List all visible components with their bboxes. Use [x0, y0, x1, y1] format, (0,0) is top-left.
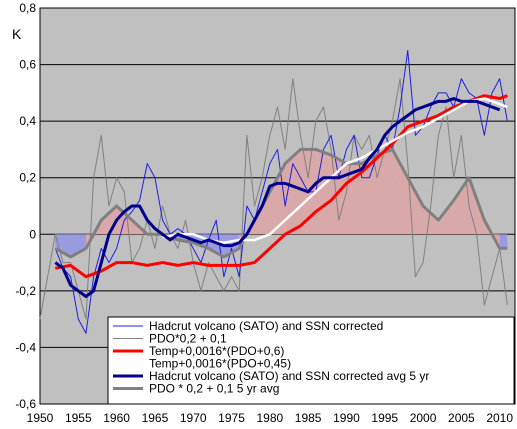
legend-label: Hadcrut volcano (SATO) and SSN corrected… — [149, 369, 429, 383]
y-tick-label: 0,2 — [19, 171, 36, 185]
pdo-fill-segment — [70, 234, 86, 257]
pdo-fill-segment — [377, 149, 393, 235]
legend-label: PDO * 0,2 + 0,1 5 yr avg — [149, 382, 279, 396]
pdo-fill-segment — [423, 206, 439, 235]
y-tick-label: -0,6 — [15, 397, 36, 411]
y-tick-label: -0,2 — [15, 284, 36, 298]
pdo-fill-segment — [453, 177, 470, 235]
series-layer — [39, 49, 508, 334]
x-tick-label: 1995 — [371, 411, 398, 425]
x-tick-label: 2010 — [486, 411, 513, 425]
legend-box — [107, 316, 515, 405]
series-line-5 — [54, 147, 508, 259]
x-tick-label: 2000 — [410, 411, 437, 425]
series-line-1 — [39, 78, 508, 320]
legend-label: Temp+0,0016*(PDO+0,6) — [149, 344, 284, 358]
pdo-fill-segment — [499, 234, 508, 249]
pdo-fill-segment — [361, 155, 378, 235]
x-tick-label: 1980 — [256, 411, 283, 425]
series-line-2 — [55, 94, 508, 279]
legend: Hadcrut volcano (SATO) and SSN corrected… — [107, 316, 515, 405]
y-tick-label: -0,4 — [15, 340, 36, 354]
x-tick-label: 1965 — [142, 411, 169, 425]
x-tick-label: 1990 — [333, 411, 360, 425]
y-axis-unit-label: K — [12, 26, 22, 42]
pdo-fill-segment — [254, 191, 270, 235]
x-tick-label: 1950 — [27, 411, 54, 425]
y-tick-label: 0 — [29, 227, 36, 241]
series-line-3 — [162, 97, 508, 245]
legend-label: PDO*0,2 + 0,1 — [149, 332, 227, 346]
pdo-fill-segment — [55, 234, 71, 257]
pdo-fill-segment — [315, 149, 332, 235]
x-tick-label: 1955 — [65, 411, 92, 425]
x-tick-label: 1975 — [218, 411, 245, 425]
y-tick-label: 0,6 — [19, 58, 36, 72]
legend-label: Temp+0,0016*(PDO+0,45) — [149, 357, 291, 371]
x-tick-label: 1985 — [295, 411, 322, 425]
pdo-fill-segment — [438, 200, 454, 235]
y-tick-label: 0,8 — [19, 1, 36, 15]
x-tick-label: 1960 — [103, 411, 130, 425]
series-line-4 — [54, 97, 501, 299]
x-tick-label: 2005 — [448, 411, 475, 425]
x-tick-label: 1970 — [180, 411, 207, 425]
legend-label: Hadcrut volcano (SATO) and SSN corrected — [149, 319, 383, 333]
y-tick-label: 0,4 — [19, 114, 36, 128]
